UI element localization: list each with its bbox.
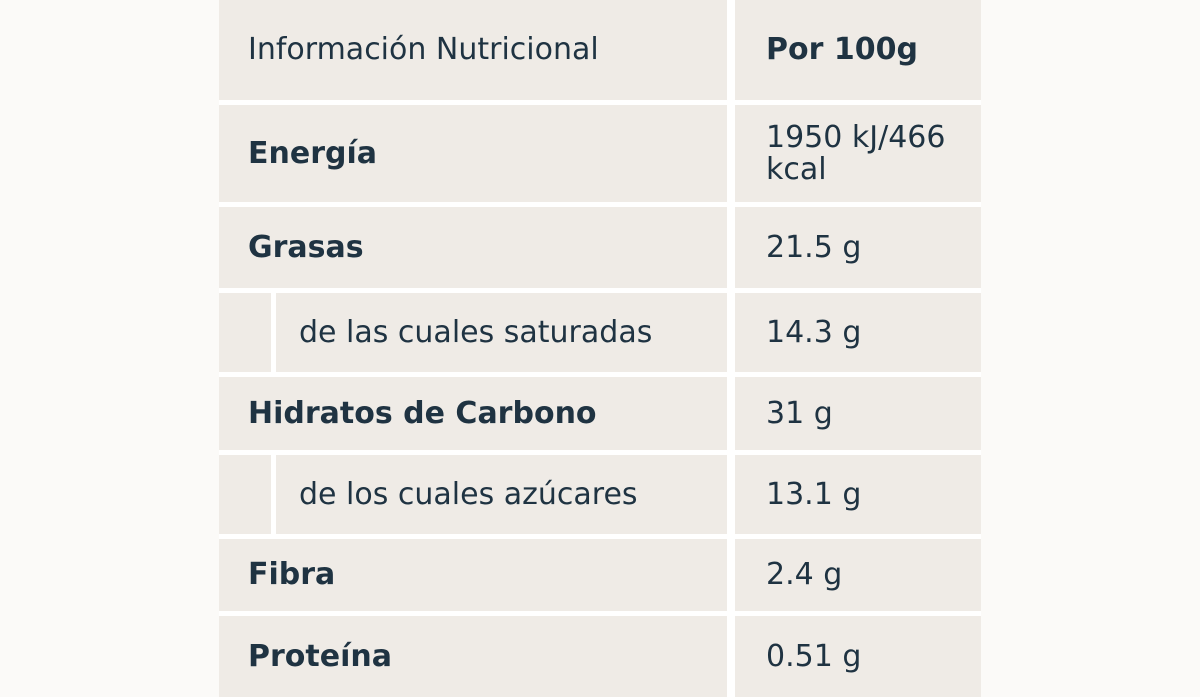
nutrient-name: Energía [248,135,377,171]
nutrient-value: 31 g [766,395,833,431]
nutrient-value-cell: 21.5 g [735,207,981,288]
nutrient-name-cell: Hidratos de Carbono [219,377,727,450]
header-nutrient-label: Información Nutricional [248,32,599,67]
nutrient-value-cell: 2.4 g [735,539,981,611]
nutrient-name: Grasas [248,229,364,265]
indent-cell [219,293,271,372]
nutrient-value: 0.51 g [766,638,862,674]
nutrient-name-cell: Grasas [219,207,727,288]
table-row-hidratos: Hidratos de Carbono 31 g [219,377,981,450]
nutrient-value-cell: 13.1 g [735,455,981,534]
nutrient-value: 13.1 g [766,476,862,512]
nutrient-value: 21.5 g [766,229,862,265]
table-row-energia: Energía 1950 kJ/466 kcal [219,105,981,202]
nutrient-name: de los cuales azúcares [299,476,638,512]
header-nutrient-cell: Información Nutricional [219,0,727,100]
nutrient-value-cell: 14.3 g [735,293,981,372]
nutrient-name: Proteína [248,638,392,674]
header-value-cell: Por 100g [735,0,981,100]
nutrient-name: Fibra [248,557,336,592]
table-row-fibra: Fibra 2.4 g [219,539,981,611]
table-header-row: Información Nutricional Por 100g [219,0,981,100]
nutrient-name: Hidratos de Carbono [248,395,597,431]
nutrient-name-cell: Proteína [219,616,727,697]
table-row-grasas: Grasas 21.5 g [219,207,981,288]
energy-value-line-1: 1950 kJ/466 [766,119,946,155]
nutrient-name-cell: Fibra [219,539,727,611]
nutrient-name-cell: de las cuales saturadas [276,293,727,372]
table-row-azucares: de los cuales azúcares 13.1 g [219,455,981,534]
table-row-proteina: Proteína 0.51 g [219,616,981,697]
nutrition-table: Información Nutricional Por 100g Energía… [219,0,981,697]
indent-cell [219,455,271,534]
nutrient-value: 1950 kJ/466 kcal [766,119,946,187]
nutrient-name-cell: Energía [219,105,727,202]
nutrient-value: 2.4 g [766,557,843,592]
table-row-saturadas: de las cuales saturadas 14.3 g [219,293,981,372]
nutrient-name-cell: de los cuales azúcares [276,455,727,534]
nutrient-name: de las cuales saturadas [299,314,653,350]
nutrient-value-cell: 1950 kJ/466 kcal [735,105,981,202]
nutrient-value-cell: 0.51 g [735,616,981,697]
nutrient-value: 14.3 g [766,314,862,350]
header-per-100g-label: Por 100g [766,32,918,67]
energy-value-line-2: kcal [766,151,827,187]
nutrient-value-cell: 31 g [735,377,981,450]
